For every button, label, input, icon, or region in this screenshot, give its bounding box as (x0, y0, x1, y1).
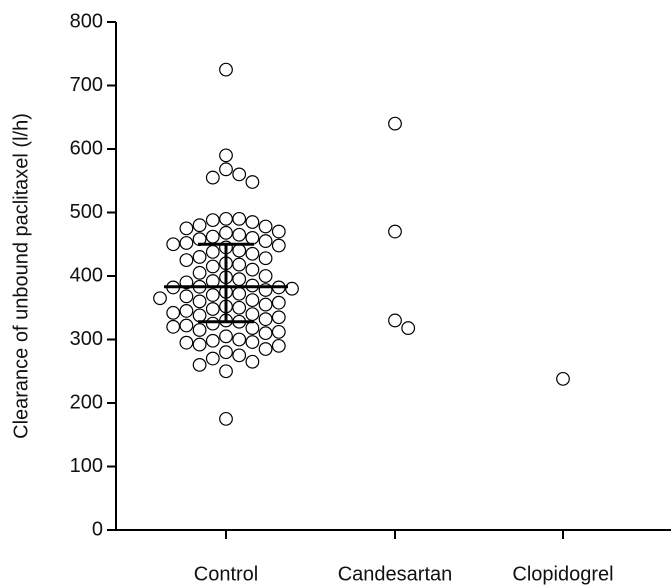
data-point (205, 351, 220, 366)
data-point (192, 265, 207, 280)
data-point (192, 294, 207, 309)
data-point (245, 215, 260, 229)
data-point (245, 230, 260, 245)
data-point (192, 218, 207, 233)
data-point (219, 411, 233, 426)
data-point (271, 324, 286, 339)
x-tick-label: Candesartan (338, 563, 453, 585)
data-point (245, 335, 260, 349)
data-point (232, 243, 247, 258)
data-point (232, 272, 247, 287)
data-point (388, 224, 402, 239)
data-point (179, 253, 194, 268)
data-point (232, 332, 247, 347)
y-tick-label: 400 (70, 264, 103, 286)
data-point (245, 293, 260, 308)
data-point (245, 321, 260, 335)
data-point (258, 326, 273, 341)
data-point (245, 246, 260, 261)
data-point (232, 227, 247, 242)
data-point (219, 148, 233, 163)
y-tick-label: 600 (70, 137, 103, 159)
data-point (556, 371, 570, 386)
data-point (205, 333, 220, 348)
data-point (219, 329, 233, 344)
y-tick-label: 800 (70, 10, 103, 32)
data-point (179, 289, 194, 304)
data-point (205, 244, 220, 259)
data-point (285, 281, 299, 296)
data-point (179, 221, 194, 236)
data-point (219, 162, 233, 177)
y-tick-label: 500 (70, 201, 103, 223)
data-point (166, 237, 181, 252)
data-point (388, 313, 402, 328)
y-tick-label: 700 (70, 74, 103, 96)
data-point (219, 211, 233, 226)
x-tick-label: Control (194, 563, 258, 585)
data-point (271, 224, 286, 239)
data-point (192, 308, 207, 323)
y-tick-label: 0 (92, 518, 103, 540)
data-point (232, 300, 247, 315)
data-point (166, 319, 181, 334)
data-point (258, 312, 273, 327)
data-point (179, 275, 194, 290)
data-point (245, 307, 260, 322)
data-point (205, 302, 220, 316)
data-point (153, 291, 167, 306)
data-point (179, 304, 194, 318)
data-point (192, 358, 207, 372)
data-point (192, 323, 207, 337)
y-tick-label: 200 (70, 391, 103, 413)
data-point (258, 283, 273, 297)
data-point (205, 229, 220, 244)
data-point (258, 234, 273, 248)
data-point (232, 167, 247, 182)
y-tick-label: 300 (70, 328, 103, 350)
data-point (219, 345, 233, 360)
data-point (232, 211, 247, 226)
data-point (179, 236, 194, 250)
data-point (205, 170, 220, 185)
data-point (388, 116, 402, 131)
data-point (192, 337, 207, 352)
data-point (245, 175, 260, 189)
data-point (258, 219, 273, 234)
data-point (219, 364, 233, 379)
data-point (245, 262, 260, 277)
data-point (258, 269, 273, 283)
data-point (271, 238, 286, 253)
data-point (179, 335, 194, 350)
data-point (271, 310, 286, 325)
data-point (258, 251, 273, 266)
data-point (205, 213, 220, 228)
data-point (232, 257, 247, 272)
data-point (179, 318, 194, 333)
data-point (205, 259, 220, 274)
data-point (192, 250, 207, 264)
data-point (258, 297, 273, 312)
data-point (205, 316, 220, 331)
data-point (245, 354, 260, 369)
data-point (401, 321, 416, 335)
x-tick-label: Clopidogrel (512, 563, 613, 585)
data-point (219, 62, 233, 77)
data-point (271, 338, 286, 353)
data-point (271, 295, 286, 310)
data-point (258, 342, 273, 356)
data-point (205, 288, 220, 302)
y-tick-label: 100 (70, 455, 103, 477)
data-point (232, 348, 247, 363)
data-point (166, 305, 181, 320)
y-axis-label: Clearance of unbound paclitaxel (l/h) (10, 113, 32, 439)
data-point (232, 286, 247, 301)
data-point (219, 225, 233, 240)
